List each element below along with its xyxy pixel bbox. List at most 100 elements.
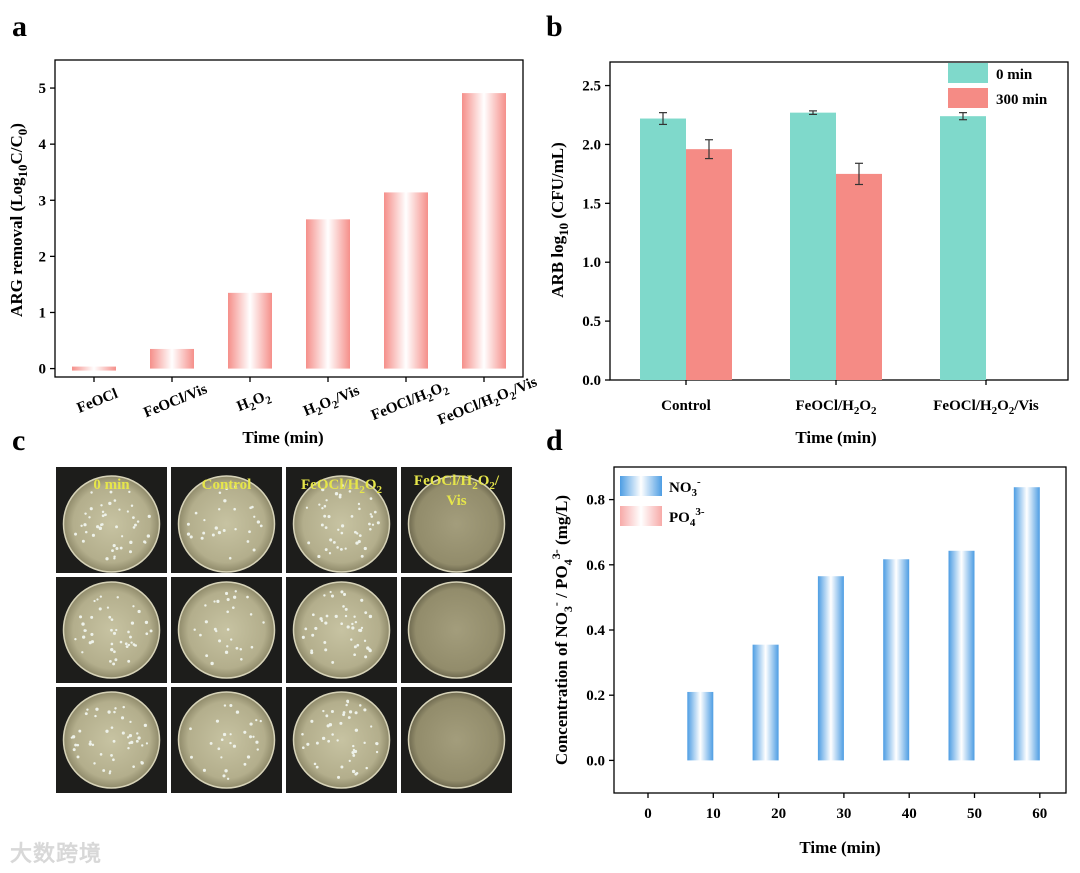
- legend-label-300min: 300 min: [996, 92, 1048, 108]
- chart-b-errorbar-s0-1: [809, 110, 817, 116]
- chart-b-ytick-label-1: 0.5: [582, 314, 601, 330]
- svg-text:Concentration of NO3- / PO43-: Concentration of NO3- / PO43- (mg/L): [549, 495, 575, 765]
- chart-a-ytick-label-0: 0: [39, 362, 47, 378]
- chart-b-bar-s1-0: [686, 149, 732, 380]
- chart-d-ytick-label-3: 0.6: [586, 558, 605, 574]
- chart-b-errorbar-s1-0: [705, 139, 713, 160]
- panel-label-a: a: [12, 10, 27, 43]
- legend-swatch-po4: [620, 506, 662, 526]
- plate-r1-c1: [171, 577, 282, 683]
- petri-dish: [407, 475, 506, 573]
- chart-a: Time (min) ARG removal (Log10C/C0) 0 1 2 3 4…: [7, 59, 541, 447]
- panel-label-b: b: [546, 10, 563, 43]
- plate-column-title-3-line2: Vis: [446, 493, 466, 509]
- chart-d-xtick-label-1: 10: [706, 806, 721, 822]
- chart-d-bar-s0-4: [883, 559, 910, 761]
- plate-r0-c3: [401, 467, 512, 573]
- plate-r2-c1: [171, 687, 282, 793]
- chart-d-xtick-label-5: 50: [967, 806, 982, 822]
- chart-b-ytick-label-3: 1.5: [582, 196, 601, 212]
- svg-text:ARG removal (Log10C/C0): ARG removal (Log10C/C0): [7, 123, 30, 317]
- chart-d: Time (min) Concentration of NO3- / PO43-…: [549, 466, 1067, 857]
- chart-b-xlabel: Time (min): [795, 428, 876, 447]
- chart-d-xtick-label-2: 20: [771, 806, 786, 822]
- chart-a-ytick-label-4: 4: [39, 137, 47, 153]
- legend-swatch-300min: [948, 88, 988, 108]
- plate-r2-c3: [401, 687, 512, 793]
- plate-column-title-2: FeOCl/H2O2: [301, 477, 383, 496]
- chart-a-xtick-label-0: FeOCl: [75, 386, 120, 417]
- legend-label-po4: PO43-: [669, 506, 705, 529]
- chart-a-ylabel: ARG removal (Log10C/C0): [7, 123, 30, 317]
- chart-a-xtick-label-2: H2O2: [235, 387, 274, 418]
- chart-b-xtick-label-0: Control: [661, 398, 711, 414]
- chart-d-ylabel: Concentration of NO3- / PO43- (mg/L): [549, 495, 575, 765]
- plate-photo-grid: 0 min Control FeOCl/H2O2 FeOCl/H2O2/Vis: [56, 467, 512, 793]
- chart-b-xtick-label-2: FeOCl/H2O2/Vis: [933, 398, 1039, 417]
- chart-d-xtick-label-3: 30: [836, 806, 851, 822]
- plate-column-title-0: 0 min: [93, 477, 130, 493]
- plate-column-title-3: FeOCl/H2O2/: [414, 473, 500, 492]
- chart-b-bar-s0-1: [790, 112, 836, 381]
- chart-d-ytick-label-2: 0.4: [586, 623, 605, 639]
- petri-dish: [177, 475, 276, 573]
- chart-b-ytick-label-0: 0.0: [582, 373, 601, 389]
- chart-a-bar-5: [462, 93, 506, 369]
- plate-r1-c2: [286, 577, 397, 683]
- chart-b-legend: 0 min 300 min: [948, 63, 1048, 108]
- chart-b-ytick-label-4: 2.0: [582, 137, 601, 153]
- plate-r0-c1: [171, 467, 282, 573]
- bacterial-colonies: [186, 485, 263, 560]
- chart-d-bar-s0-3: [817, 576, 844, 761]
- legend-label-no3: NO3-: [669, 476, 701, 499]
- bacterial-colonies: [301, 590, 373, 664]
- chart-b-ylabel: ARB log10 (CFU/mL): [548, 142, 571, 298]
- svg-text:ARB log10 (CFU/mL): ARB log10 (CFU/mL): [548, 142, 571, 298]
- chart-a-ytick-label-1: 1: [39, 305, 47, 321]
- chart-b-errorbar-s0-2: [959, 112, 967, 121]
- petri-dish: [177, 691, 276, 789]
- chart-a-bar-0: [72, 366, 116, 371]
- chart-a-ytick-label-2: 2: [39, 249, 47, 265]
- chart-a-ytick-label-3: 3: [39, 193, 47, 209]
- chart-d-ytick-label-1: 0.2: [586, 688, 605, 704]
- chart-b-ytick-label-5: 2.5: [582, 79, 601, 95]
- chart-d-bar-s0-5: [948, 550, 975, 761]
- bacterial-colonies: [193, 590, 265, 666]
- petri-dish: [292, 691, 391, 789]
- chart-d-xtick-label-4: 40: [902, 806, 917, 822]
- petri-dish: [292, 581, 391, 679]
- chart-a-bar-4: [384, 192, 428, 369]
- bacterial-colonies: [74, 490, 151, 561]
- legend-swatch-no3: [620, 476, 662, 496]
- chart-b-bar-s1-1: [836, 173, 882, 380]
- chart-a-ytick-label-5: 5: [39, 81, 47, 97]
- plate-r1-c3: [401, 577, 512, 683]
- chart-d-xtick-label-6: 60: [1032, 806, 1047, 822]
- chart-a-xtick-label-5: FeOCl/H2O2/Vis: [436, 374, 541, 431]
- chart-a-bar-2: [228, 292, 272, 369]
- bacterial-colonies: [189, 704, 262, 780]
- chart-d-xlabel: Time (min): [799, 838, 880, 857]
- legend-label-0min: 0 min: [996, 67, 1033, 83]
- plate-r2-c0: [56, 687, 167, 793]
- chart-d-ytick-label-4: 0.8: [586, 493, 605, 509]
- chart-a-frame: [54, 59, 524, 378]
- bacterial-colonies: [70, 705, 149, 775]
- plate-column-title-1: Control: [202, 477, 252, 493]
- chart-a-bar-3: [306, 219, 350, 369]
- bacterial-colonies: [305, 484, 380, 559]
- plate-r0-c0: [56, 467, 167, 573]
- chart-d-legend: NO3- PO43-: [620, 476, 705, 529]
- chart-a-bar-1: [150, 348, 194, 369]
- plate-r0-c2: [286, 467, 397, 573]
- chart-a-xlabel: Time (min): [242, 428, 323, 447]
- petri-dish: [177, 581, 276, 679]
- watermark: 大数跨境: [10, 842, 103, 867]
- chart-b-ytick-label-2: 1.0: [582, 255, 601, 271]
- bacterial-colonies: [301, 699, 379, 779]
- chart-d-xtick-label-0: 0: [644, 806, 652, 822]
- chart-b-bar-s0-2: [940, 116, 986, 380]
- chart-d-bar-s0-6: [1013, 487, 1040, 761]
- chart-d-bar-s0-2: [752, 644, 779, 761]
